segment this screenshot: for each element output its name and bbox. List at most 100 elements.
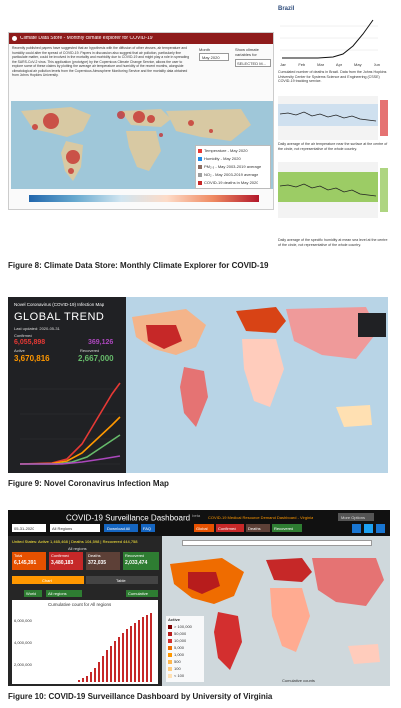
legend-value: 500 [174, 659, 181, 664]
infection-map-screen: Novel Coronavirus (COVID-19) Infection M… [8, 297, 388, 473]
app-header: Climate Data Store - Monthly climate exp… [9, 33, 273, 44]
humidity-chart [278, 162, 388, 218]
app-title: Novel Coronavirus (COVID-19) Infection M… [14, 302, 105, 307]
cumulative-caption: Cumulated number of deaths in Brazil. Da… [278, 70, 387, 83]
legend-value: < 100 [174, 673, 185, 678]
show-climate-label: Show climate variables for [235, 47, 259, 57]
region-select[interactable]: All Regions [50, 524, 100, 532]
faq-label: FAQ [143, 525, 152, 531]
figure-9: Novel Coronavirus (COVID-19) Infection M… [8, 297, 392, 493]
temperature-caption: Daily average of the air temperature nea… [278, 142, 388, 151]
y-tick: 2,000,000 [14, 662, 32, 667]
confirmed-value: 6,055,898 [14, 339, 46, 346]
recovered-value: 2,667,000 [78, 354, 114, 363]
legend-value: 1,000 [174, 652, 185, 657]
layer-toggle-box[interactable] [358, 313, 386, 337]
infection-world-map[interactable] [126, 297, 388, 473]
legend-value: 10,000 [174, 638, 187, 643]
chart-tab[interactable]: Chart [12, 576, 84, 584]
tab-global-label: Global [196, 525, 208, 531]
stat-label: Deaths [88, 553, 101, 558]
chart-region-button[interactable]: All regions [46, 590, 82, 597]
country-side-panel: Brazil Jan Feb Mar Apr May Jun Cumulated… [278, 2, 392, 252]
legend-label: Humidity - May 2020 [204, 156, 241, 161]
legend-swatch [198, 157, 202, 161]
stat-value: 3,480,183 [51, 560, 74, 566]
left-panel: United States: Active 1,465,468 | Deaths… [8, 536, 162, 686]
figure-10: COVID-19 Surveillance Dashboard beta COV… [8, 510, 392, 708]
chart-tab-label: Chart [42, 577, 52, 583]
stat-value: 372,035 [88, 560, 107, 566]
twitter-icon[interactable] [364, 524, 373, 533]
region-label: All regions [68, 546, 87, 551]
legend-item[interactable]: COVID-19 deaths in May 2020 [198, 180, 270, 187]
table-tab-label: Table [116, 577, 126, 583]
global-trend-chart [12, 369, 122, 469]
figure-10-caption: Figure 10: COVID-19 Surveillance Dashboa… [8, 692, 273, 701]
legend-label: Temperature - May 2020 [204, 148, 248, 153]
month-tick: Mar [317, 62, 325, 67]
link-icon[interactable] [376, 524, 385, 533]
share-icon[interactable] [352, 524, 361, 533]
dashboard-title: COVID-19 Surveillance Dashboard beta [66, 513, 200, 523]
global-trend-heading: GLOBAL TREND [14, 311, 105, 323]
legend-swatch [168, 625, 172, 629]
last-updated: Last updated: 2020-05-31 [14, 326, 60, 331]
faq-button[interactable]: FAQ [141, 524, 155, 532]
chart-area: Cumulative count for All regions 6,000,0… [12, 600, 158, 684]
stat-label: Confirmed [51, 553, 70, 558]
chart-world-label: World [26, 591, 37, 596]
legend-swatch [168, 667, 172, 671]
tab-global[interactable]: Global [194, 524, 214, 532]
stat-value: 6,145,391 [14, 560, 37, 566]
stat-value: 2,033,474 [125, 560, 148, 566]
humidity-caption: Daily average of the specific humidity a… [278, 238, 388, 247]
surveillance-map[interactable]: Active > 100,000 50,000 10,000 5,000 1,0… [162, 536, 390, 686]
legend-swatch [198, 181, 202, 185]
timeline-slider[interactable] [182, 540, 372, 546]
chart-title: Cumulative count for All regions [48, 602, 112, 607]
medical-resource-link[interactable]: COVID-19 Medical Resource Demand Dashboa… [208, 515, 314, 520]
deaths-value: 369,126 [88, 339, 114, 346]
download-all-button[interactable]: Download All [104, 524, 138, 532]
tab-confirmed[interactable]: Confirmed [216, 524, 244, 532]
legend-item[interactable]: PM₂.₅ - May 2003-2019 average [198, 164, 270, 171]
map-footer: Cumulative counts [282, 678, 315, 683]
chart-cumulative-button[interactable]: Cumulative [126, 590, 158, 597]
app-title: Climate Data Store - Monthly climate exp… [20, 36, 153, 41]
tab-recovered[interactable]: Recovered [272, 524, 302, 532]
temperature-chart [278, 96, 388, 140]
chart-cumulative-label: Cumulative [128, 591, 149, 596]
legend-swatch [168, 632, 172, 636]
month-select[interactable]: May 2020 [199, 53, 229, 61]
legend-swatch [168, 660, 172, 664]
dashboard-title-sup: beta [192, 513, 201, 518]
legend-label: COVID-19 deaths in May 2020 [204, 180, 259, 185]
date-input-value: 05-31-2020 [14, 525, 35, 531]
region-select-value: All Regions [52, 525, 73, 531]
map-color-legend: Active > 100,000 50,000 10,000 5,000 1,0… [166, 616, 204, 682]
active-label: Active [14, 348, 25, 353]
chart-world-button[interactable]: World [24, 590, 42, 597]
climate-select[interactable]: SELECTED M... [235, 59, 271, 67]
intro-text: Recently published papers have suggested… [12, 46, 190, 77]
cumulative-month-ticks: Jan Feb Mar Apr May Jun [280, 62, 380, 67]
us-summary: United States: Active 1,465,468 | Deaths… [12, 539, 138, 544]
legend-swatch [168, 639, 172, 643]
table-tab[interactable]: Table [86, 576, 158, 584]
legend-item[interactable]: Temperature - May 2020 [198, 148, 270, 155]
legend-item[interactable]: NO₂ - May 2003-2019 average [198, 172, 270, 179]
more-options-button[interactable]: More Options [338, 513, 374, 521]
figure-8: Climate Data Store - Monthly climate exp… [8, 2, 392, 270]
date-input[interactable]: 05-31-2020 [12, 524, 46, 532]
month-tick: Apr [335, 62, 343, 67]
legend-item[interactable]: Humidity - May 2020 [198, 156, 270, 163]
legend-label: PM₂.₅ - May 2003-2019 average [204, 164, 262, 169]
month-tick: Jan [280, 62, 287, 67]
trend-panel: Novel Coronavirus (COVID-19) Infection M… [8, 297, 126, 473]
tab-deaths[interactable]: Deaths [246, 524, 270, 532]
stat-box-deaths: Deaths 372,035 [86, 552, 120, 570]
month-tick: Feb [298, 62, 306, 67]
app-logo-icon [12, 36, 17, 41]
more-options-label: More Options [341, 514, 366, 520]
